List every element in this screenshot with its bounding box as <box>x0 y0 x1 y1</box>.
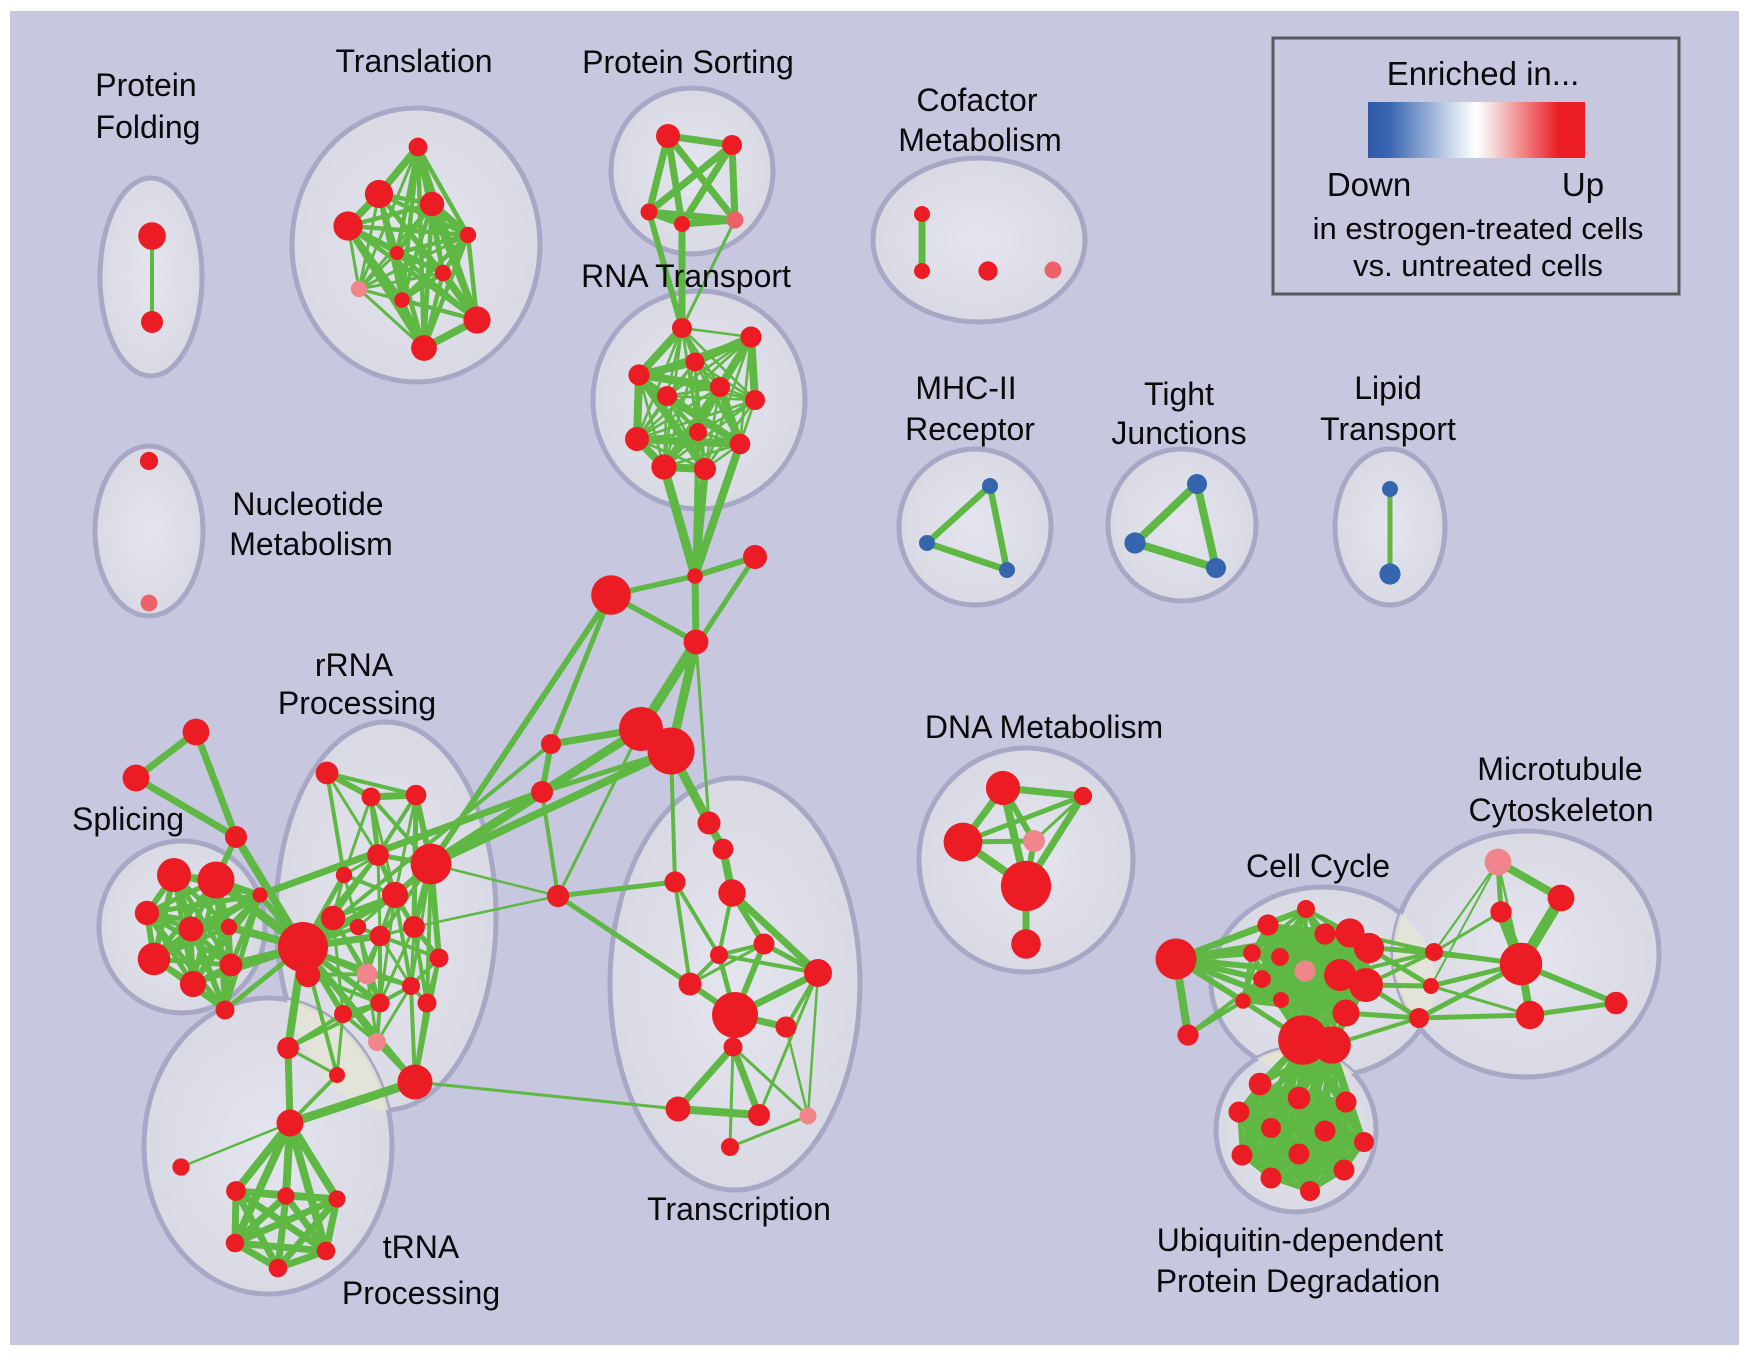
svg-text:Cell Cycle: Cell Cycle <box>1246 848 1390 884</box>
svg-text:Tight: Tight <box>1144 376 1214 412</box>
svg-text:Folding: Folding <box>96 109 201 145</box>
svg-text:Down: Down <box>1327 166 1411 203</box>
svg-text:Metabolism: Metabolism <box>898 122 1062 158</box>
svg-text:Processing: Processing <box>342 1275 500 1311</box>
svg-text:Lipid: Lipid <box>1354 370 1422 406</box>
svg-text:MHC-II: MHC-II <box>915 370 1016 406</box>
svg-text:Protein: Protein <box>95 67 196 103</box>
svg-text:Translation: Translation <box>335 43 492 79</box>
svg-text:Receptor: Receptor <box>905 411 1035 447</box>
svg-text:Microtubule: Microtubule <box>1477 751 1642 787</box>
svg-text:in estrogen-treated cells: in estrogen-treated cells <box>1313 211 1644 246</box>
svg-text:Nucleotide: Nucleotide <box>232 486 383 522</box>
svg-text:DNA Metabolism: DNA Metabolism <box>925 709 1163 745</box>
svg-text:tRNA: tRNA <box>383 1229 460 1265</box>
svg-text:Cytoskeleton: Cytoskeleton <box>1469 792 1654 828</box>
svg-text:Transport: Transport <box>1320 411 1456 447</box>
svg-text:Ubiquitin-dependent: Ubiquitin-dependent <box>1157 1222 1444 1258</box>
svg-text:Transcription: Transcription <box>647 1191 831 1227</box>
svg-text:Up: Up <box>1562 166 1604 203</box>
svg-text:Protein Degradation: Protein Degradation <box>1156 1263 1441 1299</box>
svg-text:Cofactor: Cofactor <box>917 82 1038 118</box>
svg-text:RNA Transport: RNA Transport <box>581 258 791 294</box>
svg-text:Splicing: Splicing <box>72 801 184 837</box>
svg-text:vs. untreated cells: vs. untreated cells <box>1353 248 1603 283</box>
svg-text:rRNA: rRNA <box>315 647 394 683</box>
svg-text:Processing: Processing <box>278 685 436 721</box>
svg-text:Protein Sorting: Protein Sorting <box>582 44 794 80</box>
svg-text:Enriched in...: Enriched in... <box>1387 55 1580 92</box>
svg-text:Metabolism: Metabolism <box>229 526 393 562</box>
svg-text:Junctions: Junctions <box>1111 415 1246 451</box>
